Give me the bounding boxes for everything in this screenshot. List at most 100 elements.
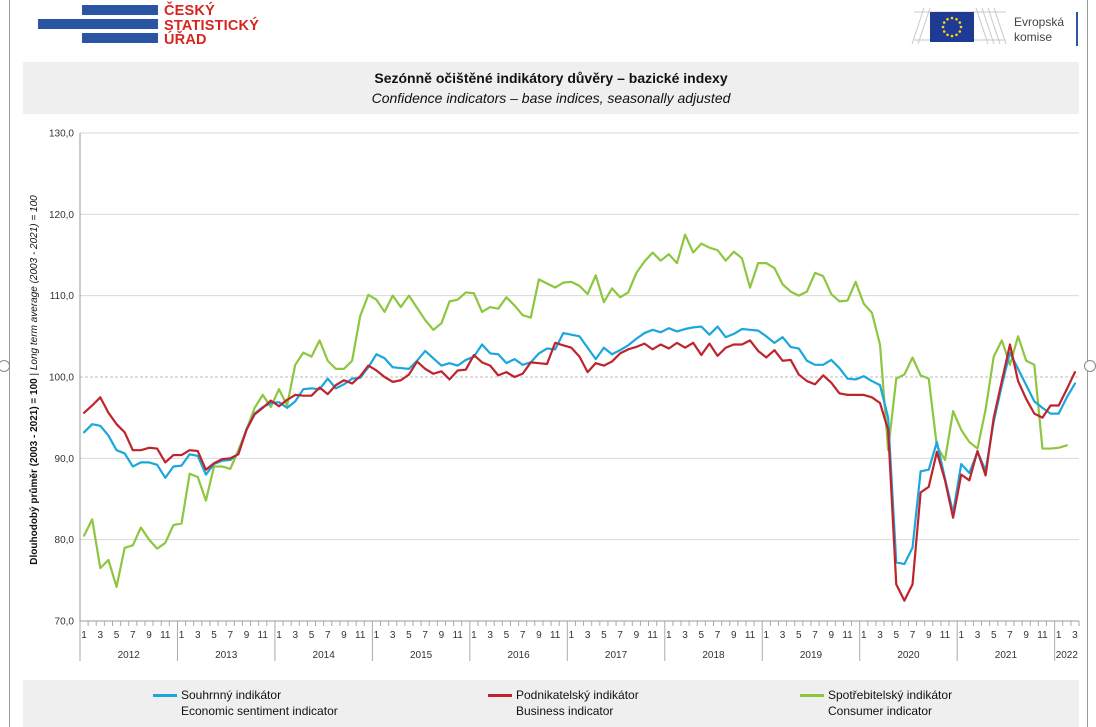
grid-layer (80, 132, 1079, 622)
x-tick-label: 3 (1072, 630, 1078, 641)
x-tick-label: 11 (940, 630, 951, 641)
legend-label-sentiment: Souhrnný indikátor (181, 688, 282, 702)
x-tick-label: 9 (1023, 630, 1029, 641)
x-year-label: 2013 (215, 650, 238, 661)
y-tick-label: 70,0 (55, 617, 75, 628)
x-tick-label: 3 (487, 630, 493, 641)
x-tick-label: 7 (520, 630, 526, 641)
series-layer (82, 233, 1077, 602)
x-tick-label: 9 (536, 630, 542, 641)
x-tick-label: 9 (244, 630, 250, 641)
x-year-label: 2019 (800, 650, 823, 661)
x-tick-label: 3 (877, 630, 883, 641)
x-tick-label: 11 (355, 630, 366, 641)
series-line-consumer (82, 233, 1068, 588)
x-tick-label: 11 (745, 630, 756, 641)
x-tick-label: 5 (406, 630, 412, 641)
x-tick-label: 3 (682, 630, 688, 641)
x-tick-label: 5 (504, 630, 510, 641)
chart-title-box: Sezónně očištěné indikátory důvěry – baz… (23, 62, 1079, 114)
x-tick-label: 11 (647, 630, 658, 641)
x-tick-label: 9 (146, 630, 152, 641)
ec-logo-line-1: Evropská (1014, 15, 1065, 29)
legend-swatch-business (488, 694, 512, 697)
x-tick-label: 9 (926, 630, 932, 641)
ec-logo-bar (1076, 12, 1078, 46)
x-tick-label: 1 (1056, 630, 1062, 641)
y-axis-label-cs: Dlouhodobý průměr (2003 - 2021) = 100 (28, 378, 40, 565)
x-tick-label: 9 (341, 630, 347, 641)
x-tick-label: 3 (292, 630, 298, 641)
x-tick-label: 11 (550, 630, 561, 641)
legend-label-business-en: Business indicator (516, 704, 614, 718)
legend-label-business: Podnikatelský indikátor (516, 688, 639, 702)
x-tick-label: 1 (861, 630, 867, 641)
y-tick-label: 120,0 (49, 210, 74, 221)
x-tick-label: 7 (812, 630, 818, 641)
x-tick-label: 7 (227, 630, 233, 641)
x-tick-label: 1 (958, 630, 964, 641)
x-year-label: 2014 (313, 650, 336, 661)
x-tick-label: 1 (81, 630, 87, 641)
eu-flag-icon (911, 7, 1007, 45)
x-tick-label: 5 (601, 630, 607, 641)
x-tick-label: 11 (258, 630, 269, 641)
x-tick-label: 3 (98, 630, 104, 641)
chart-subtitle: Confidence indicators – base indices, se… (371, 90, 731, 106)
czso-logo-line-1: ČESKÝ (164, 3, 215, 19)
y-axis-label-sep: | (29, 370, 40, 378)
x-tick-label: 3 (780, 630, 786, 641)
x-tick-label: 1 (666, 630, 672, 641)
x-year-label: 2022 (1056, 650, 1079, 661)
x-tick-label: 5 (211, 630, 217, 641)
x-tick-label: 7 (325, 630, 331, 641)
ec-logo: Evropská komise (910, 4, 1085, 46)
x-tick-label: 11 (842, 630, 853, 641)
x-year-label: 2018 (702, 650, 725, 661)
x-tick-label: 11 (1037, 630, 1048, 641)
x-tick-label: 7 (1007, 630, 1013, 641)
series-line-sentiment (82, 325, 1077, 566)
czso-logo-line-2: STATISTICKÝ (164, 17, 260, 34)
x-year-label: 2015 (410, 650, 433, 661)
x-year-label: 2020 (897, 650, 920, 661)
left-resize-handle[interactable] (0, 360, 10, 372)
y-tick-label: 110,0 (50, 291, 75, 302)
x-tick-label: 9 (731, 630, 737, 641)
x-tick-label: 1 (569, 630, 575, 641)
x-year-label: 2017 (605, 650, 628, 661)
y-axis-label-en: Long term average (2003 - 2021) = 100 (29, 195, 40, 370)
y-tick-label: 90,0 (55, 454, 75, 465)
x-tick-label: 9 (439, 630, 445, 641)
x-tick-label: 3 (195, 630, 201, 641)
x-tick-label: 11 (452, 630, 463, 641)
x-tick-label: 1 (374, 630, 380, 641)
y-tick-label: 130,0 (49, 129, 74, 140)
y-axis-label: Dlouhodobý průměr (2003 - 2021) = 100 | … (28, 195, 40, 565)
y-tick-label: 80,0 (55, 535, 75, 546)
x-year-label: 2021 (995, 650, 1018, 661)
x-tick-label: 5 (114, 630, 120, 641)
x-tick-label: 5 (309, 630, 315, 641)
x-tick-label: 3 (975, 630, 981, 641)
legend-label-sentiment-en: Economic sentiment indicator (181, 704, 338, 718)
x-tick-label: 7 (422, 630, 428, 641)
x-tick-label: 7 (617, 630, 623, 641)
x-year-label: 2016 (507, 650, 530, 661)
czso-logo-line-3: ÚŘAD (164, 32, 207, 48)
x-tick-label: 5 (991, 630, 997, 641)
x-tick-label: 3 (585, 630, 591, 641)
series-line-business (82, 339, 1077, 602)
ec-logo-line-2: komise (1014, 30, 1053, 44)
x-year-label: 2012 (118, 650, 141, 661)
x-tick-label: 9 (828, 630, 834, 641)
x-tick-label: 9 (634, 630, 640, 641)
legend-swatch-consumer (800, 694, 824, 697)
legend: Souhrnný indikátor Economic sentiment in… (23, 680, 1079, 727)
x-tick-label: 3 (390, 630, 396, 641)
x-tick-label: 5 (699, 630, 705, 641)
czso-logo: ČESKÝ STATISTICKÝ ÚŘAD (38, 3, 259, 49)
x-tick-label: 7 (910, 630, 916, 641)
x-tick-label: 7 (715, 630, 721, 641)
